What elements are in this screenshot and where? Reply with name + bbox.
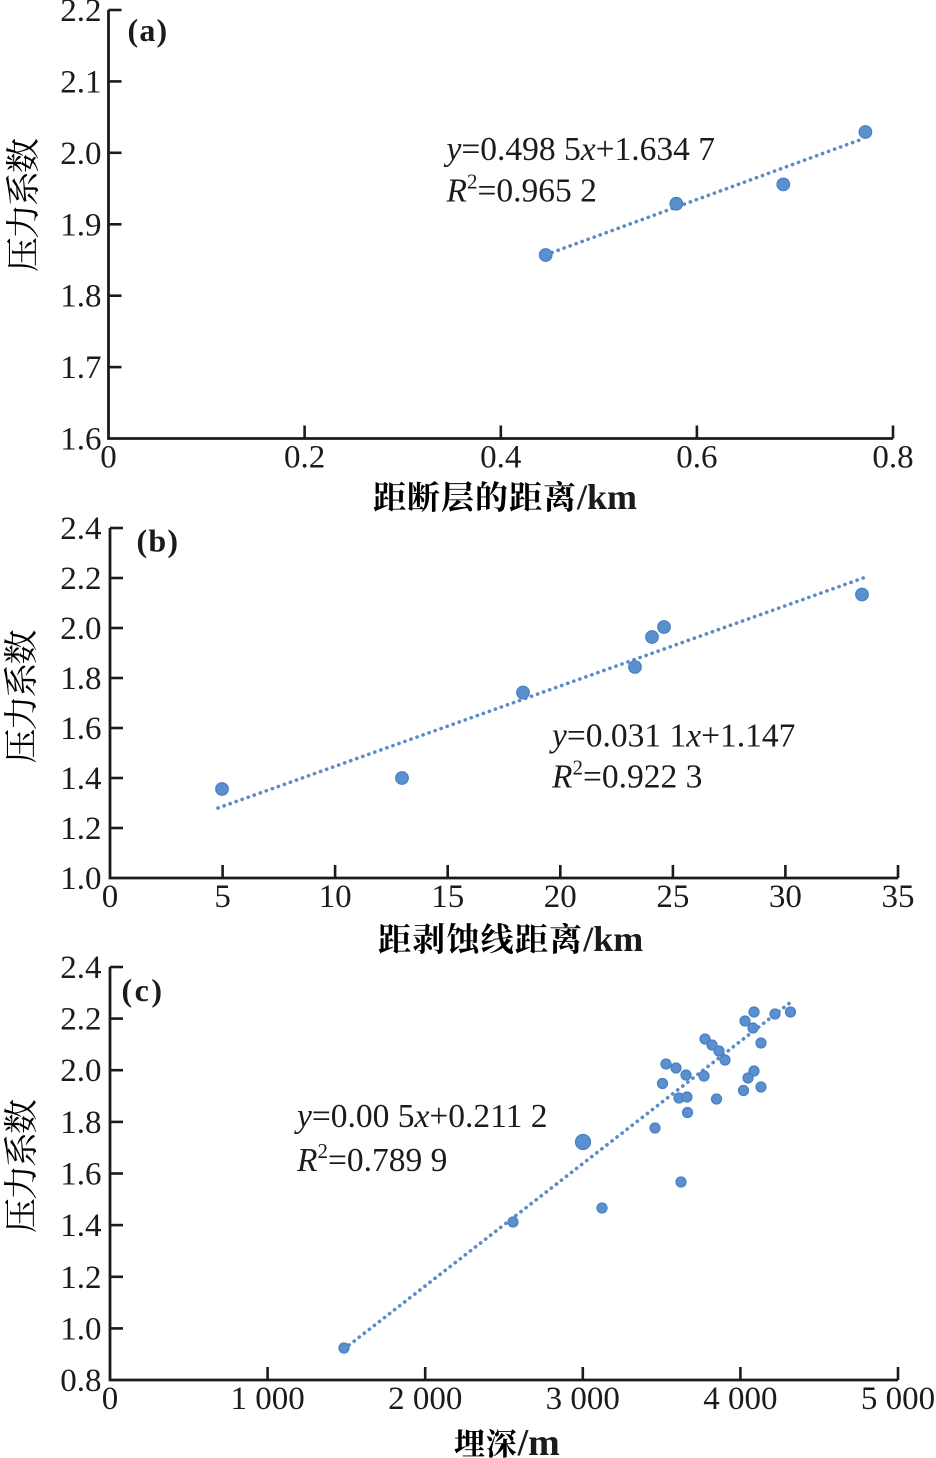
svg-text:1.6: 1.6 xyxy=(60,422,101,458)
svg-text:1.0: 1.0 xyxy=(60,861,101,897)
svg-text:2.2: 2.2 xyxy=(60,561,101,597)
svg-text:y=0.00 5x+0.211 2: y=0.00 5x+0.211 2 xyxy=(294,1098,548,1135)
svg-text:1 000: 1 000 xyxy=(230,1381,304,1417)
svg-text:1.2: 1.2 xyxy=(60,811,101,847)
svg-text:0.8: 0.8 xyxy=(60,1363,101,1399)
svg-text:(a): (a) xyxy=(128,12,169,48)
svg-text:2.0: 2.0 xyxy=(60,1053,101,1089)
svg-text:1.9: 1.9 xyxy=(60,207,101,243)
svg-text:15: 15 xyxy=(431,879,464,915)
svg-text:1.6: 1.6 xyxy=(60,1157,101,1193)
svg-text:1.6: 1.6 xyxy=(60,711,101,747)
svg-text:0.4: 0.4 xyxy=(480,440,521,476)
svg-text:(c): (c) xyxy=(122,972,165,1008)
svg-text:R2=0.965 2: R2=0.965 2 xyxy=(446,170,597,210)
svg-text:2 000: 2 000 xyxy=(388,1381,462,1417)
svg-text:0.2: 0.2 xyxy=(284,440,325,476)
svg-text:2.2: 2.2 xyxy=(60,0,101,29)
svg-text:1.8: 1.8 xyxy=(60,1105,101,1141)
svg-text:1.8: 1.8 xyxy=(60,279,101,315)
svg-text:35: 35 xyxy=(882,879,915,915)
svg-text:30: 30 xyxy=(769,879,802,915)
svg-text:20: 20 xyxy=(544,879,577,915)
svg-text:2.1: 2.1 xyxy=(60,64,101,100)
svg-text:4 000: 4 000 xyxy=(703,1381,777,1417)
svg-text:1.2: 1.2 xyxy=(60,1260,101,1296)
svg-text:R2=0.789 9: R2=0.789 9 xyxy=(296,1139,447,1179)
svg-text:25: 25 xyxy=(656,879,689,915)
svg-text:5 000: 5 000 xyxy=(861,1381,935,1417)
svg-text:0.6: 0.6 xyxy=(676,440,717,476)
svg-text:R2=0.922 3: R2=0.922 3 xyxy=(551,756,702,796)
svg-text:/km: /km xyxy=(582,919,643,959)
svg-text:0: 0 xyxy=(102,879,119,915)
svg-text:5: 5 xyxy=(214,879,231,915)
svg-text:2.2: 2.2 xyxy=(60,1002,101,1038)
svg-text:0: 0 xyxy=(100,440,117,476)
svg-text:y=0.031 1x+1.147: y=0.031 1x+1.147 xyxy=(549,718,795,755)
svg-text:2.4: 2.4 xyxy=(60,511,101,547)
svg-text:y=0.498 5x+1.634 7: y=0.498 5x+1.634 7 xyxy=(444,131,716,168)
svg-text:(b): (b) xyxy=(137,523,180,559)
svg-text:1.8: 1.8 xyxy=(60,661,101,697)
svg-text:2.0: 2.0 xyxy=(60,136,101,172)
svg-text:/m: /m xyxy=(517,1422,560,1458)
svg-text:2.0: 2.0 xyxy=(60,611,101,647)
svg-text:/km: /km xyxy=(576,477,637,517)
svg-text:2.4: 2.4 xyxy=(60,950,101,986)
svg-text:1.4: 1.4 xyxy=(60,761,101,797)
svg-text:3 000: 3 000 xyxy=(546,1381,620,1417)
svg-text:1.0: 1.0 xyxy=(60,1311,101,1347)
svg-text:0.8: 0.8 xyxy=(872,440,913,476)
svg-text:10: 10 xyxy=(319,879,352,915)
svg-text:1.4: 1.4 xyxy=(60,1208,101,1244)
svg-text:1.7: 1.7 xyxy=(60,350,101,386)
svg-text:0: 0 xyxy=(102,1381,119,1417)
